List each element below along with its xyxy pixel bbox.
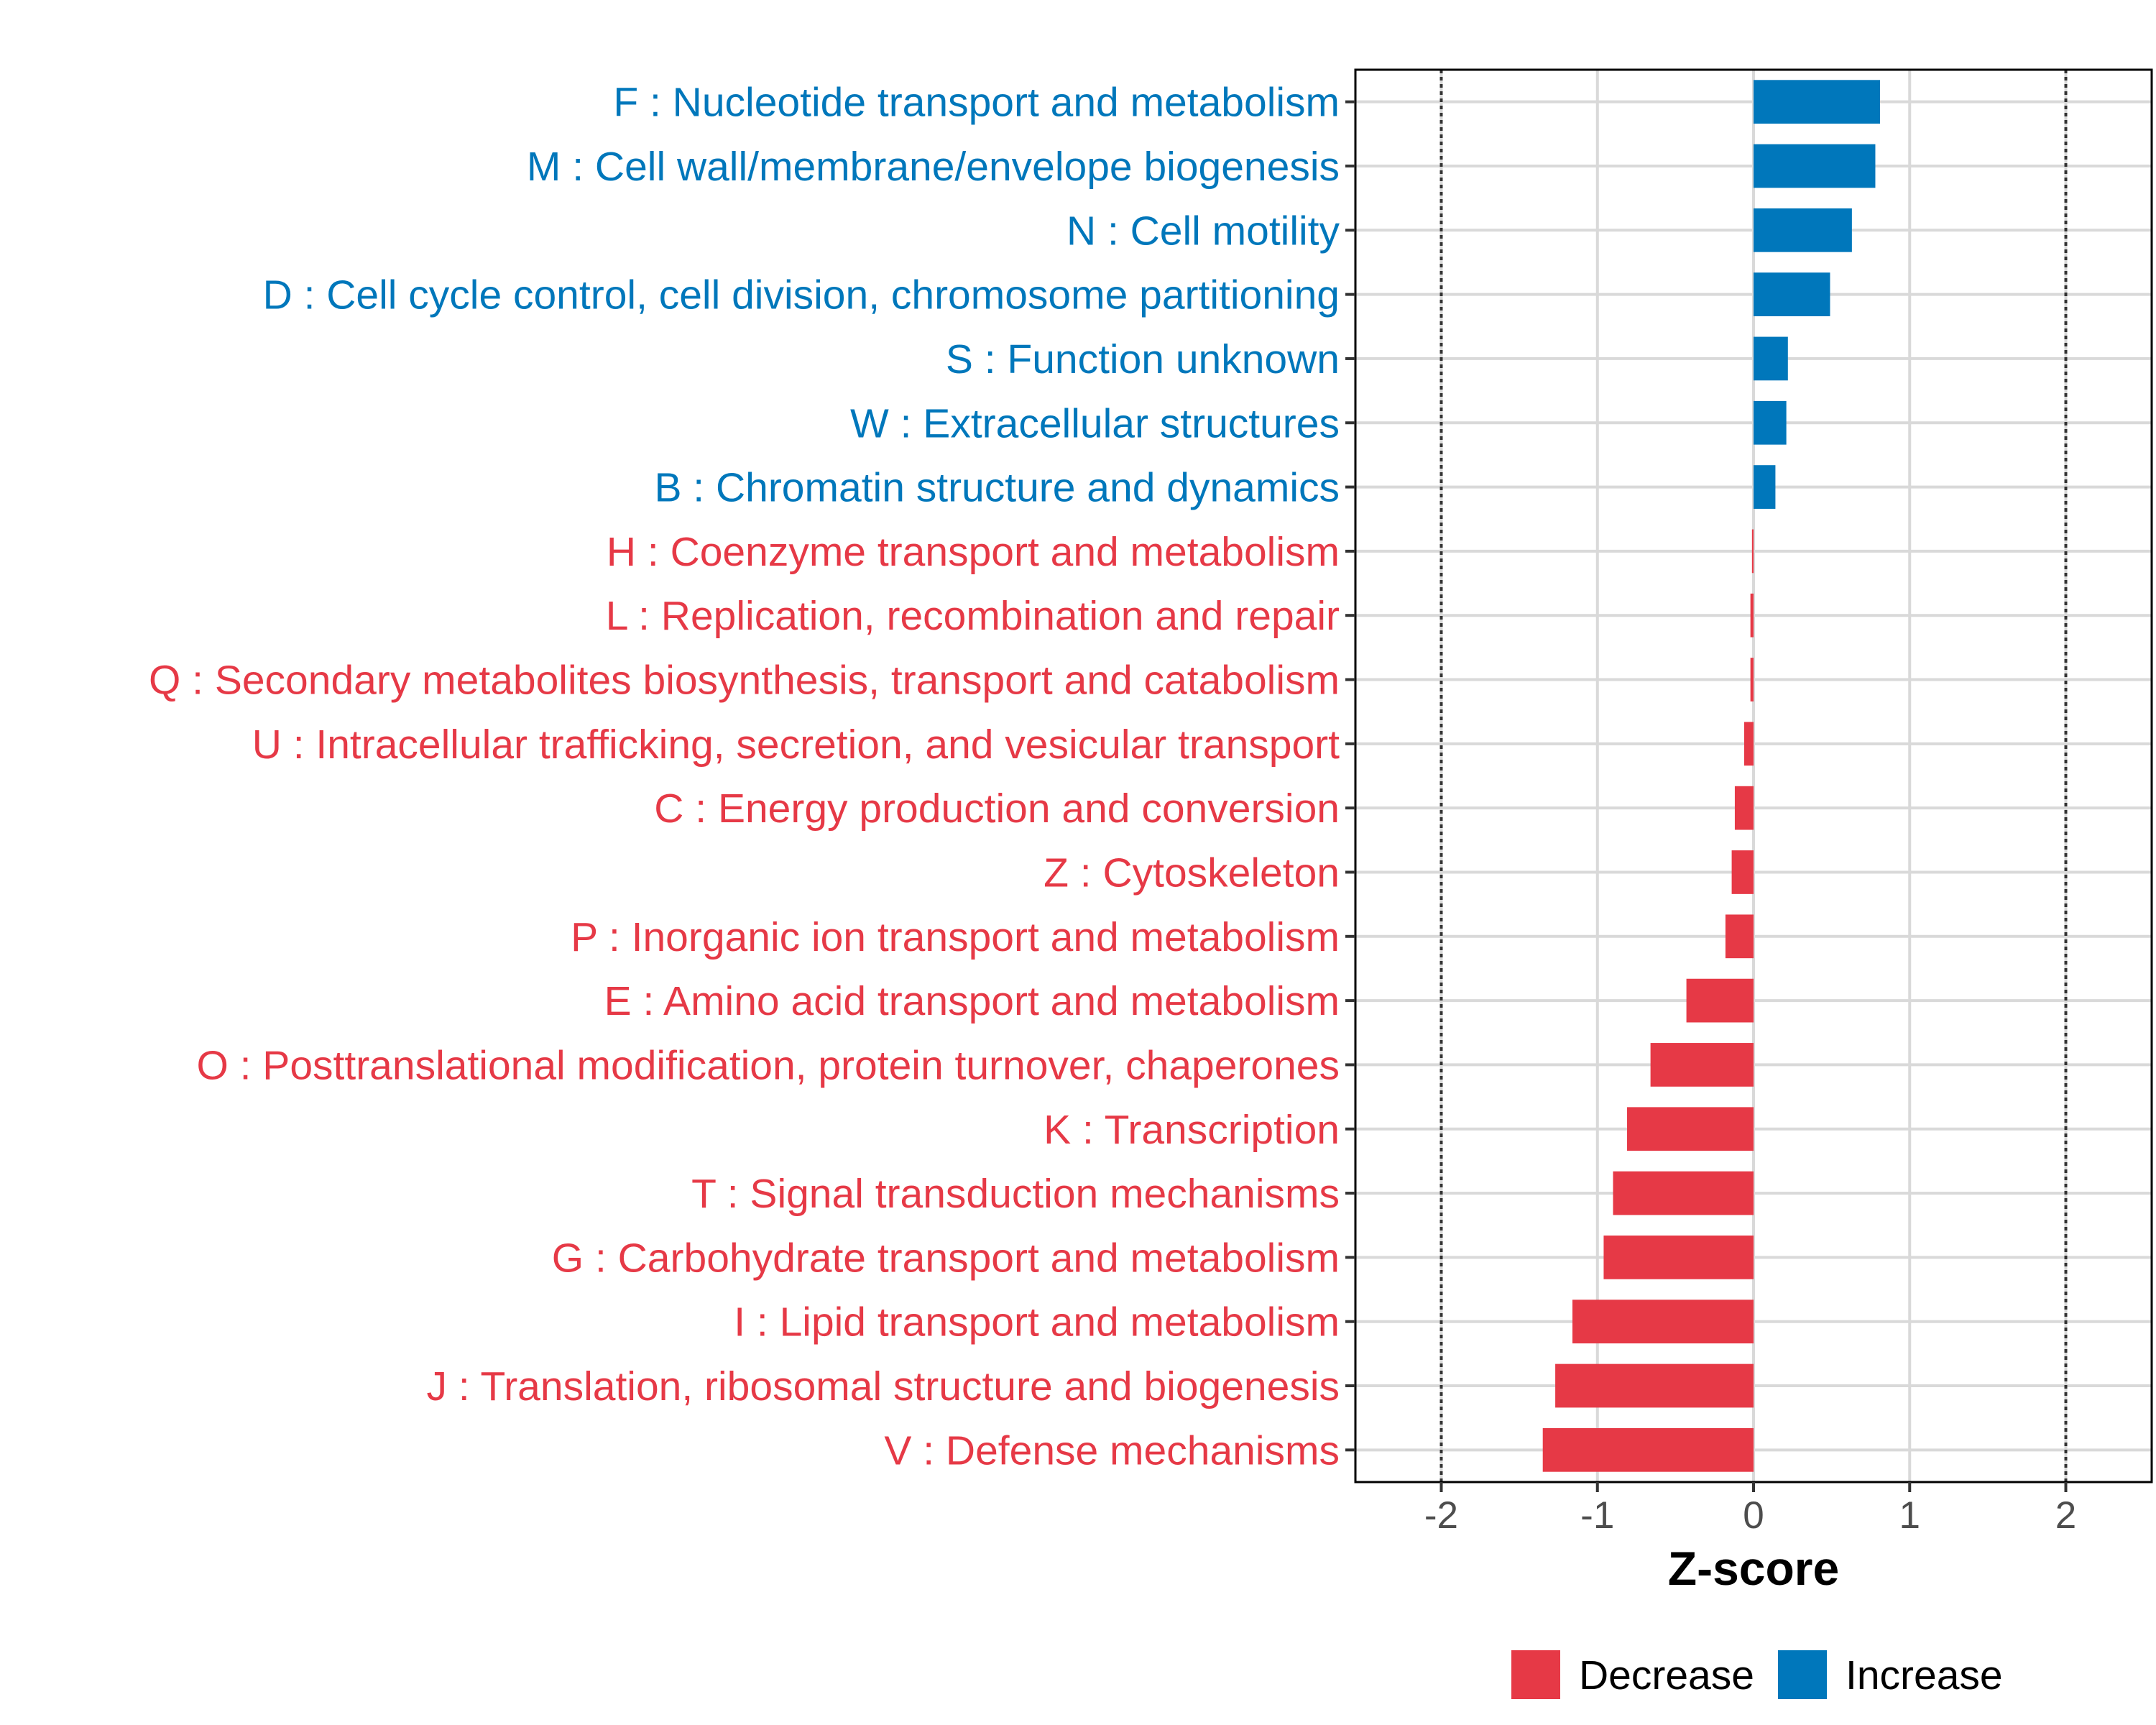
x-tick-label: 0 [1743,1494,1764,1537]
bar-i [1572,1300,1754,1344]
category-label: B : Chromatin structure and dynamics [654,465,1340,511]
category-label: T : Signal transduction mechanisms [691,1171,1340,1217]
bar-q [1750,658,1754,702]
x-tick-label: -1 [1580,1494,1614,1537]
bar-u [1743,722,1754,766]
category-label: H : Coenzyme transport and metabolism [607,529,1340,575]
bar-j [1555,1363,1754,1408]
category-label: N : Cell motility [1067,208,1340,254]
legend-label-increase: Increase [1846,1652,2003,1698]
bar-k [1627,1107,1754,1151]
bar-d [1754,272,1830,316]
x-tick-labels: -2 -1 0 1 2 [1424,1494,2076,1537]
bars-layer [1542,80,1880,1472]
category-label: Q : Secondary metabolites biosynthesis, … [149,658,1340,704]
bar-n [1754,208,1852,252]
legend-label-decrease: Decrease [1579,1652,1754,1698]
category-label: C : Energy production and conversion [654,786,1340,832]
category-label: M : Cell wall/membrane/envelope biogenes… [527,144,1340,190]
bar-p [1725,914,1754,959]
bar-o [1650,1043,1754,1087]
category-label: P : Inorganic ion transport and metaboli… [571,914,1340,960]
legend-swatch-decrease [1511,1650,1560,1699]
bar-v [1542,1427,1754,1472]
category-label: U : Intracellular trafficking, secretion… [252,722,1340,768]
legend-swatch-increase [1778,1650,1827,1699]
x-tick-label: 2 [2055,1494,2076,1537]
x-axis-title: Z-score [1668,1542,1839,1595]
legend: Decrease Increase [1511,1650,2003,1699]
bar-m [1754,144,1876,188]
category-label: O : Posttranslational modification, prot… [196,1042,1340,1088]
bar-t [1613,1171,1754,1215]
category-label: V : Defense mechanisms [884,1427,1340,1473]
bar-z [1731,850,1754,894]
bar-c [1734,786,1754,830]
category-label: D : Cell cycle control, cell division, c… [263,272,1340,318]
category-labels: F : Nucleotide transport and metabolism M… [149,80,1340,1474]
bar-h [1751,529,1754,574]
category-label: J : Translation, ribosomal structure and… [427,1363,1340,1409]
category-label: F : Nucleotide transport and metabolism [613,80,1340,126]
bar-f [1754,80,1880,124]
axis-ticks [1345,100,2068,1492]
category-label: E : Amino acid transport and metabolism [604,978,1340,1024]
x-tick-label: -2 [1424,1494,1458,1537]
category-label: I : Lipid transport and metabolism [734,1300,1340,1346]
bar-l [1750,593,1754,638]
category-label: W : Extracellular structures [850,400,1340,446]
bar-b [1754,465,1776,509]
x-tick-label: 1 [1899,1494,1920,1537]
bar-w [1754,400,1787,445]
bar-e [1686,978,1754,1023]
category-label: K : Transcription [1044,1107,1340,1153]
bar-g [1603,1236,1754,1279]
category-label: L : Replication, recombination and repai… [606,593,1340,639]
category-label: S : Function unknown [946,336,1340,382]
bar-s [1754,336,1788,381]
reference-lines [1439,70,2068,1482]
category-label: G : Carbohydrate transport and metabolis… [552,1235,1340,1281]
category-label: Z : Cytoskeleton [1044,850,1340,896]
